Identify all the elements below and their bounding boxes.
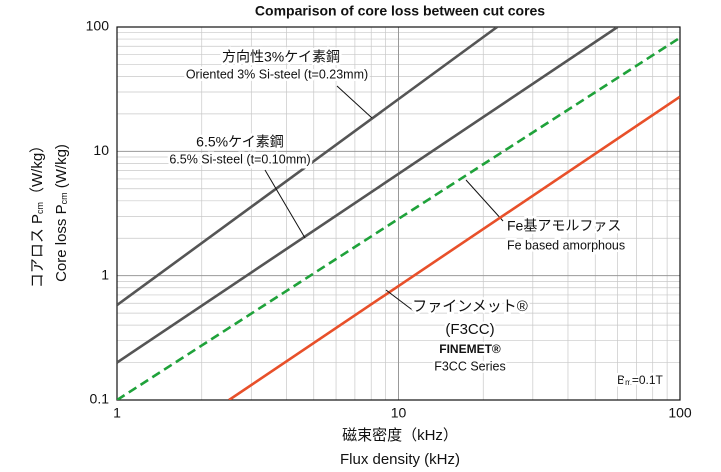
x-axis-label: 磁束密度（kHz） xyxy=(342,427,458,444)
x-tick-label: 10 xyxy=(391,405,407,421)
y-axis-label-part: （W/kg） xyxy=(29,138,46,202)
annotation-part: =0.1T xyxy=(632,373,664,387)
y-tick-label: 0.1 xyxy=(90,391,110,407)
y-tick-label: 1 xyxy=(101,266,109,282)
line-series xyxy=(117,27,498,307)
legend-label: FINEMET® xyxy=(439,342,501,356)
y-axis-label-part: コアロス P xyxy=(29,214,46,288)
leader-line xyxy=(264,169,306,239)
plot-frame xyxy=(116,26,681,401)
annotation-part: m xyxy=(625,378,632,387)
y-axis-label-part: Core loss P xyxy=(53,204,70,282)
line-series xyxy=(228,95,680,400)
chart-title: Comparison of core loss between cut core… xyxy=(255,3,545,19)
line-series xyxy=(117,27,619,364)
legend-label: 6.5% Si-steel (t=0.10mm) xyxy=(169,152,310,166)
y-axis-label-part: (W/kg) xyxy=(53,144,70,192)
legend-label: (F3CC) xyxy=(445,321,494,338)
x-tick-label: 100 xyxy=(668,405,692,421)
legend-label: ファインメット® xyxy=(412,298,528,315)
y-tick-label: 100 xyxy=(86,18,110,34)
x-axis-label: Flux density (kHz) xyxy=(340,451,460,468)
y-axis-label: コアロス Pcm（W/kg） xyxy=(29,138,46,288)
legend-label: 6.5%ケイ素鋼 xyxy=(196,134,284,150)
legend-label: Fe基アモルファス xyxy=(507,218,621,234)
x-tick-label: 1 xyxy=(113,405,121,421)
legend-label: Fe based amorphous xyxy=(507,238,625,252)
y-axis-label-part: cm xyxy=(35,202,45,214)
y-axis-label-part: cm xyxy=(59,192,69,204)
legend-label: 方向性3%ケイ素鋼 xyxy=(222,49,340,65)
y-tick-label: 10 xyxy=(93,142,109,158)
legend-label: F3CC Series xyxy=(434,359,506,373)
annotation-part: B xyxy=(617,373,625,387)
leader-line xyxy=(336,85,373,119)
leader-line xyxy=(465,179,504,222)
y-axis-label: Core loss Pcm (W/kg) xyxy=(53,144,70,282)
leader-line xyxy=(385,289,416,313)
legend-label: Oriented 3% Si-steel (t=0.23mm) xyxy=(186,67,368,81)
annotation: Bm=0.1T xyxy=(617,373,663,387)
